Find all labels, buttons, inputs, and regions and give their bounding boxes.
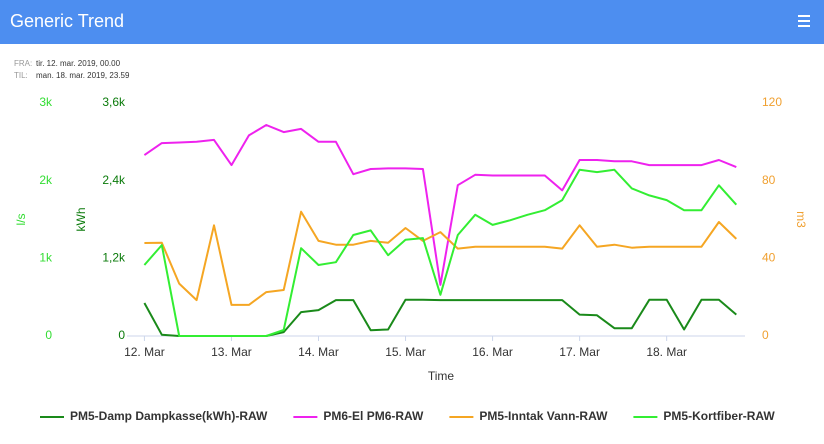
y-tick-label: 40 — [762, 251, 776, 265]
y-tick-label: 3,6k — [102, 95, 126, 109]
x-axis-title: Time — [428, 369, 455, 383]
y-tick-label: 80 — [762, 173, 776, 187]
y-tick-label: 0 — [762, 328, 769, 342]
chart: 0 1,2k 2,4k 3,6k kWh 0 40 80 120 m3 0 1k 2k 3k l/s 12. … — [14, 95, 808, 423]
x-tick-label: 13. Mar — [211, 345, 252, 359]
x-tick-label: 17. Mar — [559, 345, 600, 359]
y-tick-label: 3k — [39, 95, 53, 109]
y-tick-label: 120 — [762, 95, 782, 109]
x-tick-label: 15. Mar — [385, 345, 426, 359]
series-line — [144, 210, 737, 306]
y-axis-title: m3 — [794, 211, 808, 228]
app-title: Generic Trend — [10, 11, 125, 31]
series-line — [143, 168, 738, 337]
series-line — [143, 124, 737, 286]
x-tick-label: 14. Mar — [298, 345, 339, 359]
to-label: TIL: — [14, 71, 28, 80]
y-axis-title: l/s — [14, 214, 28, 226]
legend-label: PM5-Kortfiber-RAW — [663, 409, 775, 423]
legend-label: PM5-Inntak Vann-RAW — [479, 409, 608, 423]
y-axis-title: kWh — [74, 208, 88, 232]
y-tick-label: 1k — [39, 251, 53, 265]
menu-button[interactable] — [798, 15, 810, 27]
legend-label: PM5-Damp Dampkasse(kWh)-RAW — [70, 409, 268, 423]
date-range: FRA: tir. 12. mar. 2019, 00.00 TIL: man. 1… — [14, 58, 129, 82]
from-label: FRA: — [14, 59, 33, 68]
x-tick-label: 16. Mar — [472, 345, 513, 359]
y-tick-label: 1,2k — [102, 251, 126, 265]
x-tick-label: 12. Mar — [124, 345, 165, 359]
y-tick-label: 0 — [118, 328, 125, 342]
app-header: Generic Trend — [0, 0, 824, 44]
y-tick-label: 2k — [39, 173, 53, 187]
x-tick-label: 18. Mar — [646, 345, 687, 359]
y-tick-label: 0 — [45, 328, 52, 342]
y-tick-label: 2,4k — [102, 173, 126, 187]
legend-label: PM6-El PM6-RAW — [323, 409, 424, 423]
from-date: tir. 12. mar. 2019, 00.00 — [36, 59, 121, 68]
to-date: man. 18. mar. 2019, 23.59 — [36, 71, 130, 80]
